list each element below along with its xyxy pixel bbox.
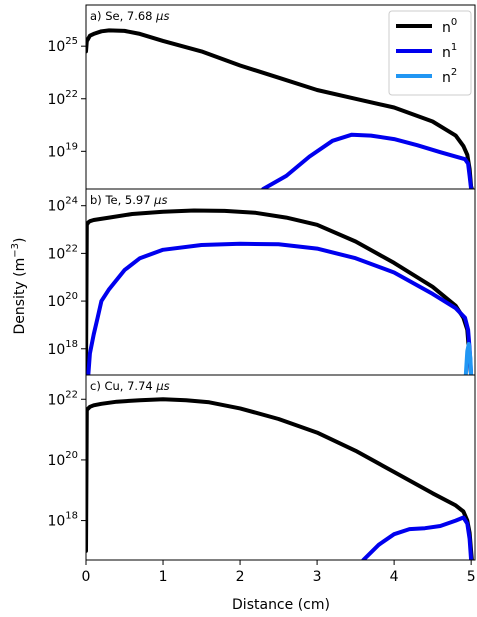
x-axis-title: Distance (cm) (232, 597, 330, 613)
panel-a-se: 1025 1022 1019 a) Se, 7.68 μs (47, 4, 476, 190)
legend-label: n1 (442, 42, 457, 61)
y-tick-label: 1020 (47, 450, 78, 469)
y-tick-label: 1022 (47, 89, 78, 108)
series-line-n0 (86, 397, 474, 560)
y-tick-label: 1018 (47, 511, 78, 530)
legend: n0 n1 n2 (388, 10, 472, 96)
y-tick-label: 1019 (47, 141, 78, 160)
series-line-n2 (463, 342, 474, 375)
y-tick-label: 1025 (47, 36, 78, 55)
x-tick-label: 4 (390, 569, 399, 585)
series-group (86, 397, 474, 560)
series-group (86, 28, 474, 189)
series-line-n1 (261, 132, 474, 189)
x-tick-label: 2 (236, 569, 245, 585)
y-tick-label: 1018 (47, 339, 78, 358)
x-tick-label: 1 (159, 569, 168, 585)
series-line-n1 (361, 515, 474, 560)
y-tick-label: 1020 (47, 291, 78, 310)
y-tick-label: 1022 (47, 243, 78, 262)
panel-c-cu: 1022 1020 1018 0 1 2 3 4 5 c) Cu, 7.74 μs (47, 374, 476, 585)
y-tick-label: 1024 (47, 196, 78, 215)
panel-label: c) Cu, 7.74 μs (90, 379, 170, 393)
panel-b-te: 1024 1022 1020 1018 b) Te, 5.97 μs (47, 188, 476, 376)
legend-label: n2 (442, 67, 457, 86)
panel-label: b) Te, 5.97 μs (90, 193, 167, 207)
x-tick-label: 3 (313, 569, 322, 585)
series-line-n0 (86, 208, 474, 375)
legend-label: n0 (442, 17, 457, 36)
y-axis-title-exponent: −3 (10, 243, 21, 258)
series-group (86, 208, 474, 375)
y-tick-label: 1022 (47, 389, 78, 408)
series-line-n1 (86, 241, 474, 375)
plot-frame (85, 374, 476, 561)
y-axis-title: Density (m−3) (10, 238, 28, 335)
panel-label: a) Se, 7.68 μs (90, 9, 169, 23)
x-tick-label: 0 (82, 569, 91, 585)
series-line-n0 (86, 28, 474, 189)
x-tick-label: 5 (467, 569, 476, 585)
